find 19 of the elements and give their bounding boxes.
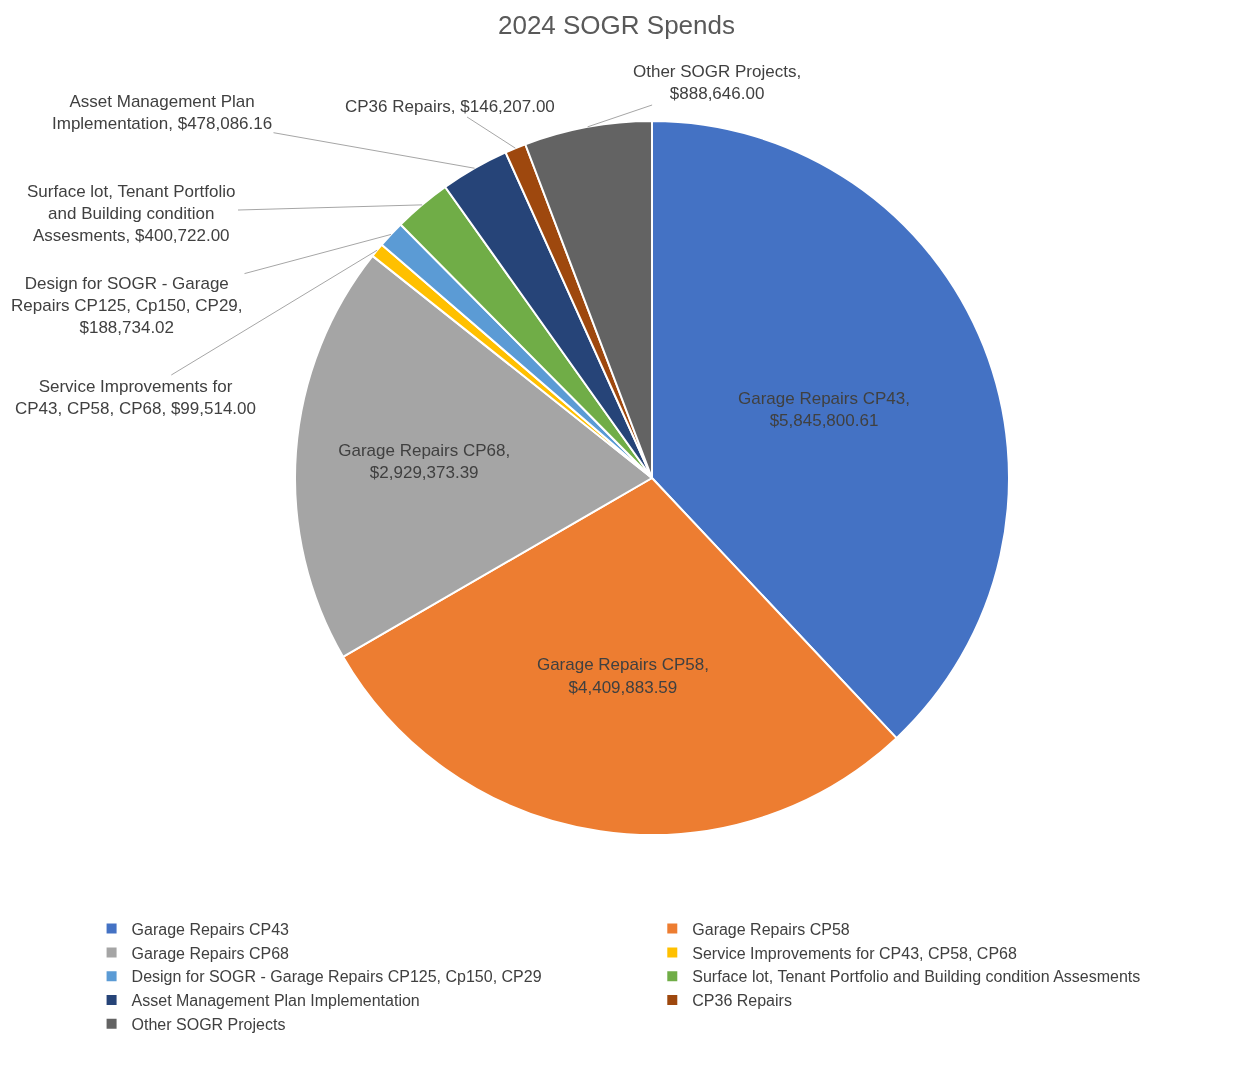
data-label: Surface lot, Tenant Portfolio and Building condition Assesments, $400,722.00	[27, 182, 236, 246]
data-label: Design for SOGR - Garage Repairs CP125, Cp150, CP29, $188,734.02	[11, 274, 243, 338]
chart-title: 2024 SOGR Spends	[497, 10, 736, 41]
legend-label: Garage Repairs CP43	[131, 920, 290, 938]
data-label: CP36 Repairs, $146,207.00	[345, 97, 555, 116]
legend-label: CP36 Repairs	[692, 992, 792, 1010]
legend-label: Other SOGR Projects	[131, 1016, 286, 1034]
legend-label: Surface lot, Tenant Portfolio and Building condition Assesments	[692, 968, 1141, 986]
data-label: Other SOGR Projects, $888,646.00	[633, 62, 802, 104]
legend-label: Asset Management Plan Implementation	[131, 992, 420, 1010]
legend-label: Design for SOGR - Garage Repairs CP125, Cp150, CP29	[131, 968, 542, 986]
data-label: Asset Management Plan Implementation, $478,086.16	[52, 92, 273, 134]
legend-label: Garage Repairs CP68	[131, 944, 290, 962]
data-label: Service Improvements for CP43, CP58, CP68, $99,514.00	[15, 377, 256, 419]
data-label: Garage Repairs CP58, $4,409,883.59	[536, 655, 709, 697]
legend-label: Garage Repairs CP58	[692, 920, 850, 938]
legend-label: Service Improvements for CP43, CP58, CP68	[692, 944, 1017, 962]
data-label: Garage Repairs CP68, $2,929,373.39	[338, 440, 511, 482]
data-label: Garage Repairs CP43, $5,845,800.61	[738, 389, 910, 431]
